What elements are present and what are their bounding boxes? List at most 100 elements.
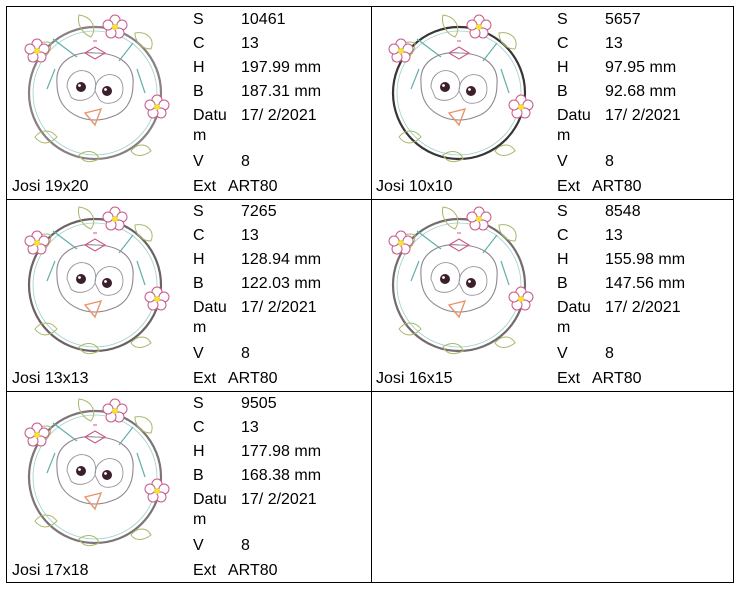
height-label: H <box>193 59 205 76</box>
ring-outline <box>391 25 527 161</box>
right-eye-highlight <box>468 88 471 91</box>
version-value: 8 <box>241 537 250 554</box>
left-eye-patch <box>430 262 461 293</box>
height-value: 155.98 mm <box>605 251 686 268</box>
leaf-icon <box>34 130 58 144</box>
colors-value: 13 <box>241 227 259 244</box>
flower-center <box>154 104 160 110</box>
left-eye-highlight <box>78 468 81 471</box>
extension-value: ART80 <box>228 562 278 579</box>
extension-label: Ext <box>557 178 581 195</box>
owl-ear-strokes <box>410 38 510 94</box>
right-eye-highlight <box>104 280 107 283</box>
owl-embroidery-thumbnail <box>24 398 170 547</box>
flower-icon <box>102 206 128 231</box>
owl-ear-strokes <box>46 38 146 94</box>
stitches-value: 9505 <box>241 395 277 412</box>
left-eye-icon <box>440 82 450 92</box>
design-cell[interactable]: S 10461 C 13 H 197.99 mm B 187.31 mm Dat… <box>7 7 371 199</box>
leaf-icon <box>34 322 58 336</box>
colors-label: C <box>193 35 205 52</box>
design-cell[interactable]: S 8548 C 13 H 155.98 mm B 147.56 mm Datu… <box>371 199 735 391</box>
flower-icon <box>388 230 414 255</box>
flower-petal <box>24 43 36 55</box>
width-value: 122.03 mm <box>241 275 322 292</box>
leaf-icon <box>78 14 95 38</box>
flower-icon <box>24 422 50 447</box>
bow-icon <box>83 232 107 252</box>
right-eye-icon <box>466 278 476 288</box>
beak-icon <box>83 107 103 127</box>
leaf-icon <box>78 398 95 422</box>
owl-head-outline <box>56 52 134 121</box>
left-eye-patch <box>66 70 97 101</box>
date-label: Datum <box>193 299 227 336</box>
ring-inner-outline <box>32 30 158 156</box>
version-label: V <box>193 345 204 362</box>
flower-center <box>34 48 40 54</box>
right-eye-patch <box>94 458 124 488</box>
design-cell[interactable]: S 7265 C 13 H 128.94 mm B 122.03 mm Datu… <box>7 199 371 391</box>
flower-petal <box>388 235 400 247</box>
right-eye-highlight <box>104 472 107 475</box>
leaf-icon <box>130 144 152 156</box>
flower-petal <box>24 235 36 247</box>
ring-inner-outline <box>32 414 158 540</box>
right-eye-patch <box>94 266 124 296</box>
design-cell[interactable]: S 9505 C 13 H 177.98 mm B 168.38 mm Datu… <box>7 391 371 583</box>
flower-center <box>154 296 160 302</box>
width-value: 187.31 mm <box>241 83 322 100</box>
width-label: B <box>193 467 204 484</box>
left-eye-patch <box>66 454 97 485</box>
beak-icon <box>447 299 467 319</box>
version-label: V <box>193 537 204 554</box>
flower-center <box>112 408 118 414</box>
height-value: 177.98 mm <box>241 443 322 460</box>
height-label: H <box>193 251 205 268</box>
owl-head-outline <box>56 244 134 313</box>
column-divider <box>371 7 372 582</box>
colors-value: 13 <box>241 419 259 436</box>
leaf-icon <box>130 336 152 348</box>
width-label: B <box>193 83 204 100</box>
owl-embroidery-thumbnail <box>388 206 534 355</box>
beak-icon <box>447 107 467 127</box>
colors-label: C <box>557 227 569 244</box>
flower-center <box>34 432 40 438</box>
version-value: 8 <box>605 153 614 170</box>
flower-icon <box>388 38 414 63</box>
design-name: Josi 19x20 <box>12 178 89 195</box>
flower-icon <box>144 94 170 119</box>
owl-ear-strokes <box>46 422 146 478</box>
leaf-icon <box>498 32 517 50</box>
flower-icon <box>24 230 50 255</box>
ring-outline <box>27 25 163 161</box>
design-name: Josi 10x10 <box>376 178 453 195</box>
flower-center <box>518 296 524 302</box>
flower-center <box>518 104 524 110</box>
owl-head-outline <box>56 436 134 505</box>
version-value: 8 <box>605 345 614 362</box>
width-value: 168.38 mm <box>241 467 322 484</box>
right-eye-highlight <box>468 280 471 283</box>
version-value: 8 <box>241 345 250 362</box>
leaf-icon <box>442 151 464 163</box>
flower-petal <box>466 19 478 31</box>
extension-value: ART80 <box>592 178 642 195</box>
version-label: V <box>557 345 568 362</box>
design-cell[interactable]: S 5657 C 13 H 97.95 mm B 92.68 mm Datum … <box>371 7 735 199</box>
extension-label: Ext <box>193 562 217 579</box>
date-value: 17/ 2/2021 <box>605 299 681 316</box>
leaf-icon <box>398 322 422 336</box>
flower-center <box>154 488 160 494</box>
row-divider <box>7 391 733 392</box>
leaf-icon <box>78 343 100 355</box>
flower-petal <box>102 19 114 31</box>
flower-center <box>398 240 404 246</box>
owl-head-outline <box>420 244 498 313</box>
flower-icon <box>144 286 170 311</box>
stitches-label: S <box>193 395 204 412</box>
extension-value: ART80 <box>228 370 278 387</box>
version-label: V <box>557 153 568 170</box>
right-eye-patch <box>94 74 124 104</box>
